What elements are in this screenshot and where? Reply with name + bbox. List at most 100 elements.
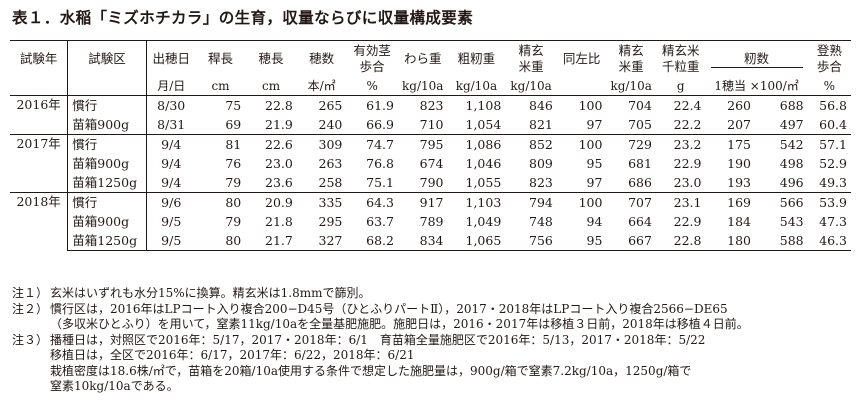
value-cell: 705 [628, 117, 652, 132]
value-cell: 75.1 [366, 175, 394, 190]
header-brown-rice-weight: 精玄 米重 [505, 40, 557, 77]
value-cell: 80 [195, 192, 246, 212]
value-cell: 52.9 [819, 156, 847, 171]
value-cell: 543 [779, 214, 804, 229]
value-cell: 834 [397, 231, 448, 251]
value-cell: 20.9 [245, 192, 297, 212]
header-thousand-grain-weight: 精玄米 千粒重 [655, 40, 706, 77]
value-cell: 23.6 [265, 175, 293, 190]
value-cell: 566 [755, 192, 808, 212]
footnote-line: 窒素10kg/10aである。 [50, 379, 179, 393]
value-cell: 22.9 [673, 156, 702, 171]
value-cell: 809 [529, 156, 553, 171]
value-cell: 95 [586, 156, 603, 171]
table-row: 苗箱1250g 9/5 80 21.7 327 68.2 834 1,065 756 95 667 2… [10, 231, 851, 251]
footnote: 注２） 慣行区は，2016年はLPコート入り複合200−D45号（ひとふりパートⅡ… [12, 302, 852, 333]
value-cell: 789 [419, 214, 444, 229]
footnote-line: 移植日は，全区で2016年：6/17，2017年：6/22，2018年：6/21 [50, 348, 415, 362]
value-cell: 75 [195, 95, 246, 115]
value-cell: 681 [628, 156, 652, 171]
value-cell: 9/4 [145, 134, 196, 154]
value-cell: 710 [419, 117, 444, 132]
value-cell: 74.7 [346, 134, 398, 154]
unit-thousand-grain-weight: g [655, 77, 706, 96]
value-cell: 60.4 [819, 117, 847, 132]
value-cell: 258 [318, 175, 343, 190]
value-cell: 95 [556, 231, 607, 251]
value-cell: 100 [556, 95, 607, 115]
value-cell: 175 [705, 134, 756, 154]
table-title: 表１．水稲「ミズホチカラ」の生育，収量ならびに収量構成要素 [12, 9, 474, 27]
value-cell: 79 [225, 175, 242, 190]
value-cell: 588 [755, 231, 808, 251]
header-effective-tiller: 有効茎 歩合 [346, 40, 398, 77]
footnote-label: 注１） [12, 286, 49, 300]
value-cell: 23.2 [655, 134, 706, 154]
footnote-line: （多収米ひとふり）を用いて，窒素11kg/10aを全量基肥施肥。施肥日は，201… [50, 317, 749, 331]
footnote: 注３） 播種日は，対照区で2016年：5/17，2017・2018年：6/1 育苗… [12, 333, 852, 395]
year-cell: 2018年 [10, 192, 68, 251]
value-cell: 9/4 [145, 154, 196, 173]
value-cell: 21.9 [265, 117, 293, 132]
value-cell: 821 [529, 117, 553, 132]
value-cell: 190 [727, 156, 752, 171]
value-cell: 23.0 [265, 156, 293, 171]
header-ripening: 登熟 歩合 [807, 40, 851, 77]
value-cell: 69 [225, 117, 242, 132]
unit-culm-length: cm [195, 77, 246, 96]
value-cell: 917 [397, 192, 448, 212]
value-cell: 64.3 [346, 192, 398, 212]
header-ratio: 同左比 [556, 40, 607, 77]
table-row: 2017年 慣行 9/4 81 22.6 309 74.7 795 1,086 852 100 729… [10, 134, 851, 193]
unit-ripening: % [807, 77, 851, 96]
value-cell: 8/31 [145, 115, 196, 135]
value-cell: 1,049 [465, 214, 502, 229]
value-cell: 97 [586, 117, 603, 132]
value-cell: 756 [505, 231, 557, 251]
value-cell: 327 [296, 231, 347, 251]
unit-panicle-number: 本/㎡ [296, 77, 347, 96]
unit-panicle-length: cm [245, 77, 297, 96]
value-cell: 748 [529, 214, 553, 229]
value-cell: 21.7 [245, 231, 297, 251]
value-cell: 23.1 [655, 192, 706, 212]
footnote-line: 慣行区は，2016年はLPコート入り複合200−D45号（ひとふりパートⅡ），2… [50, 301, 728, 316]
header-culm-length: 稈長 [195, 40, 246, 77]
value-cell: 21.8 [265, 214, 293, 229]
value-cell: 9/6 [145, 192, 196, 212]
value-cell: 664 [628, 214, 652, 229]
value-cell: 704 [606, 95, 656, 115]
unit-heading-date: 月/日 [145, 77, 196, 96]
plot-cell: 慣行 [67, 192, 147, 212]
results-table: 試験年 試験区 出穂日 稈長 穂長 穂数 有効茎 歩合 わら重 粗籾重 精玄 米重 … [10, 40, 851, 251]
value-cell: 263 [318, 156, 343, 171]
value-cell: 53.9 [807, 192, 851, 212]
value-cell: 9/5 [145, 212, 196, 231]
value-cell: 22.6 [245, 134, 297, 154]
plot-cell: 苗箱900g [67, 115, 147, 135]
footnote-label: 注３） [12, 332, 49, 347]
value-cell: 265 [296, 95, 347, 115]
footnote-line: 播種日は，対照区で2016年：5/17，2017・2018年：6/1 育苗箱全量… [50, 332, 706, 347]
value-cell: 169 [705, 192, 756, 212]
value-cell: 1,065 [447, 231, 506, 251]
value-cell: 193 [727, 175, 752, 190]
plot-cell: 苗箱1250g [67, 173, 147, 193]
table-row: 2018年 慣行 9/6 80 20.9 335 64.3 917 1,103 794 100 707… [10, 192, 851, 251]
value-cell: 260 [705, 95, 756, 115]
results-table-body: 2016年 慣行 8/30 75 22.8 265 61.9 823 1,108 846 100 70… [10, 95, 851, 251]
value-cell: 63.7 [366, 214, 394, 229]
header-grain-number: 籾数 [705, 40, 808, 77]
value-cell: 22.2 [673, 117, 702, 132]
footnote-line: 玄米はいずれも水分15%に換算。精玄米は1.8mmで篩別。 [50, 286, 371, 300]
value-cell: 180 [705, 231, 756, 251]
value-cell: 790 [419, 175, 444, 190]
value-cell: 707 [606, 192, 656, 212]
value-cell: 66.9 [366, 117, 394, 132]
value-cell: 823 [529, 175, 553, 190]
value-cell: 80 [195, 231, 246, 251]
value-cell: 9/4 [145, 173, 196, 193]
value-cell: 823 [397, 95, 448, 115]
header-year: 試験年 [10, 40, 68, 77]
